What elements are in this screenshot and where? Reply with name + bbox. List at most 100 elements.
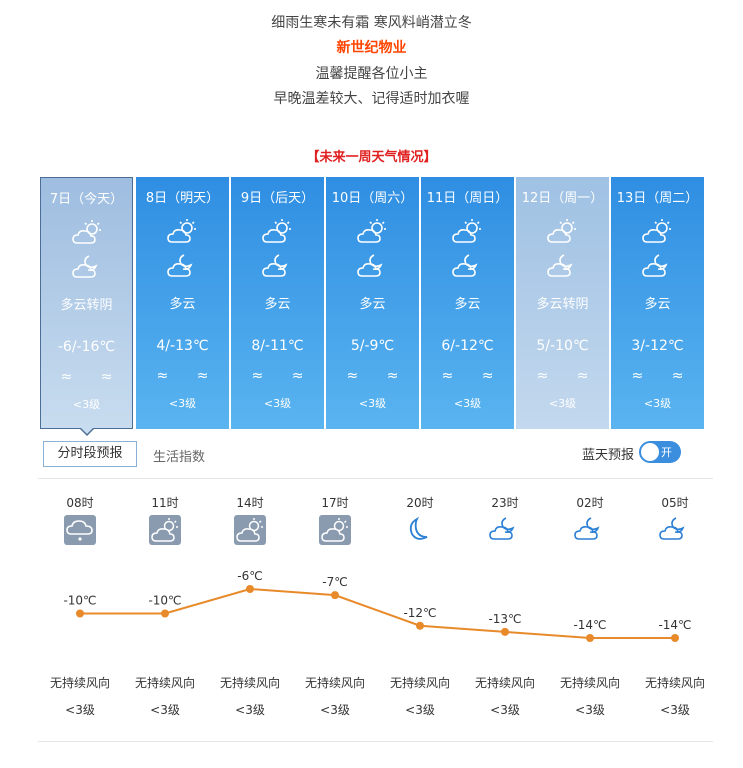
temperature-point [76,609,84,618]
wind-level: <3级 [405,703,435,717]
day-date: 7日（今天） [49,192,124,207]
wind-level: <3级 [660,703,690,717]
partly-cloudy-day-icon [452,219,482,249]
temperature-point [246,585,254,593]
partly-cloudy-day-icon [642,219,672,249]
day-weather-desc: 多云转阴 [536,297,589,312]
day-date: 8日（明天） [145,191,220,206]
partly-cloudy-day-icon [234,515,266,549]
day-card[interactable]: 11日（周日） 多云 6/-12℃ ≈ ≈ <3级 [421,177,514,429]
toggle-label: 开 [661,446,672,459]
day-temperature: 3/-12℃ [631,338,684,354]
day-card[interactable]: 13日（周二） 多云 3/-12℃ ≈ ≈ <3级 [611,177,704,429]
hour-label: 23时 [491,496,519,510]
partly-cloudy-night-icon [262,252,292,282]
wind-icon: ≈ ≈ [60,369,125,385]
hour-label: 20时 [406,496,434,510]
day-date: 13日（周二） [616,191,699,206]
tab-life-index[interactable]: 生活指数 [153,450,206,465]
day-wind-level: <3级 [643,397,672,410]
wind-icon: ≈ ≈ [536,368,601,384]
property-name: 新世纪物业 [336,40,407,56]
week-forecast-title: 【未来一周天气情况】 [306,150,437,165]
intro-line-4: 早晚温差较大、记得适时加衣喔 [273,91,470,107]
temperature-label: -14℃ [658,618,691,632]
temperature-point [671,634,679,642]
partly-cloudy-night-icon [547,252,577,282]
wind-icon: ≈ ≈ [441,368,506,384]
day-card[interactable]: 9日（后天） 多云 8/-11℃ ≈ ≈ <3级 [231,177,324,429]
day-weather-desc: 多云 [359,297,386,312]
wind-direction: 无持续风向 [474,676,535,690]
wind-direction: 无持续风向 [304,676,365,690]
daily-forecast-strip: 7日（今天） 多云转阴 -6/-16℃ ≈ ≈ <3级 8日（明天） 多云 4/-13℃ ≈ ≈… [40,177,705,429]
temperature-point [416,621,424,630]
day-weather-desc: 多云 [264,297,291,312]
partly-cloudy-night-icon [574,515,604,545]
moon-icon [404,515,434,549]
temperature-line [80,587,675,639]
today-pointer-fill [80,427,94,434]
wind-direction: 无持续风向 [134,676,195,690]
partly-cloudy-day-icon [167,219,197,249]
temperature-point [501,627,509,636]
day-temperature: 4/-13℃ [156,338,209,354]
hour-label: 14时 [236,496,264,510]
wind-direction: 无持续风向 [389,676,450,690]
temperature-label: -7℃ [322,575,347,589]
cloud-snow-icon [64,515,96,549]
intro-line-3: 温馨提醒各位小主 [315,66,428,82]
partly-cloudy-night-icon [642,252,672,282]
wind-level: <3级 [235,703,265,717]
temperature-label: -13℃ [488,612,521,626]
day-wind-level: <3级 [548,397,577,410]
bluesky-toggle[interactable]: 开 [639,441,681,463]
day-temperature: 5/-10℃ [536,338,589,354]
wind-level: <3级 [320,703,350,717]
temperature-label: -12℃ [403,606,436,620]
temperature-point [161,609,169,618]
day-temperature: 8/-11℃ [251,338,304,354]
wind-direction: 无持续风向 [219,676,280,690]
day-wind-level: <3级 [72,398,101,411]
tab-hourly-forecast[interactable]: 分时段预报 [43,441,137,467]
bluesky-forecast-label: 蓝天预报 [582,448,635,463]
partly-cloudy-night-icon [72,253,102,283]
day-weather-desc: 多云转阴 [60,298,113,313]
temperature-point [586,634,594,642]
hour-label: 02时 [576,496,604,510]
partly-cloudy-night-icon [489,515,519,545]
day-temperature: 5/-9℃ [350,338,395,354]
partly-cloudy-night-icon [452,252,482,282]
day-wind-level: <3级 [358,397,387,410]
temperature-point [331,591,339,600]
partly-cloudy-day-icon [149,515,181,549]
wind-icon: ≈ ≈ [346,368,411,384]
day-wind-level: <3级 [453,397,482,410]
wind-direction: 无持续风向 [49,676,110,690]
day-wind-level: <3级 [263,397,292,410]
wind-icon: ≈ ≈ [156,368,221,384]
partly-cloudy-day-icon [319,515,351,549]
wind-level: <3级 [490,703,520,717]
day-card[interactable]: 8日（明天） 多云 4/-13℃ ≈ ≈ <3级 [136,177,229,429]
day-card[interactable]: 10日（周六） 多云 5/-9℃ ≈ ≈ <3级 [326,177,419,429]
hour-label: 05时 [661,496,689,510]
divider [38,478,713,479]
day-card[interactable]: 7日（今天） 多云转阴 -6/-16℃ ≈ ≈ <3级 [40,177,133,429]
partly-cloudy-day-icon [262,219,292,249]
wind-direction: 无持续风向 [559,676,620,690]
temperature-label: -10℃ [63,594,96,608]
wind-icon: ≈ ≈ [631,368,696,384]
day-card[interactable]: 12日（周一） 多云转阴 5/-10℃ ≈ ≈ <3级 [516,177,609,429]
hour-label: 11时 [151,496,179,510]
partly-cloudy-night-icon [167,252,197,282]
day-weather-desc: 多云 [454,297,481,312]
day-date: 12日（周一） [521,191,604,206]
hour-label: 08时 [66,496,94,510]
day-date: 11日（周日） [426,191,509,206]
toggle-knob [641,443,659,461]
hour-label: 17时 [321,496,349,510]
